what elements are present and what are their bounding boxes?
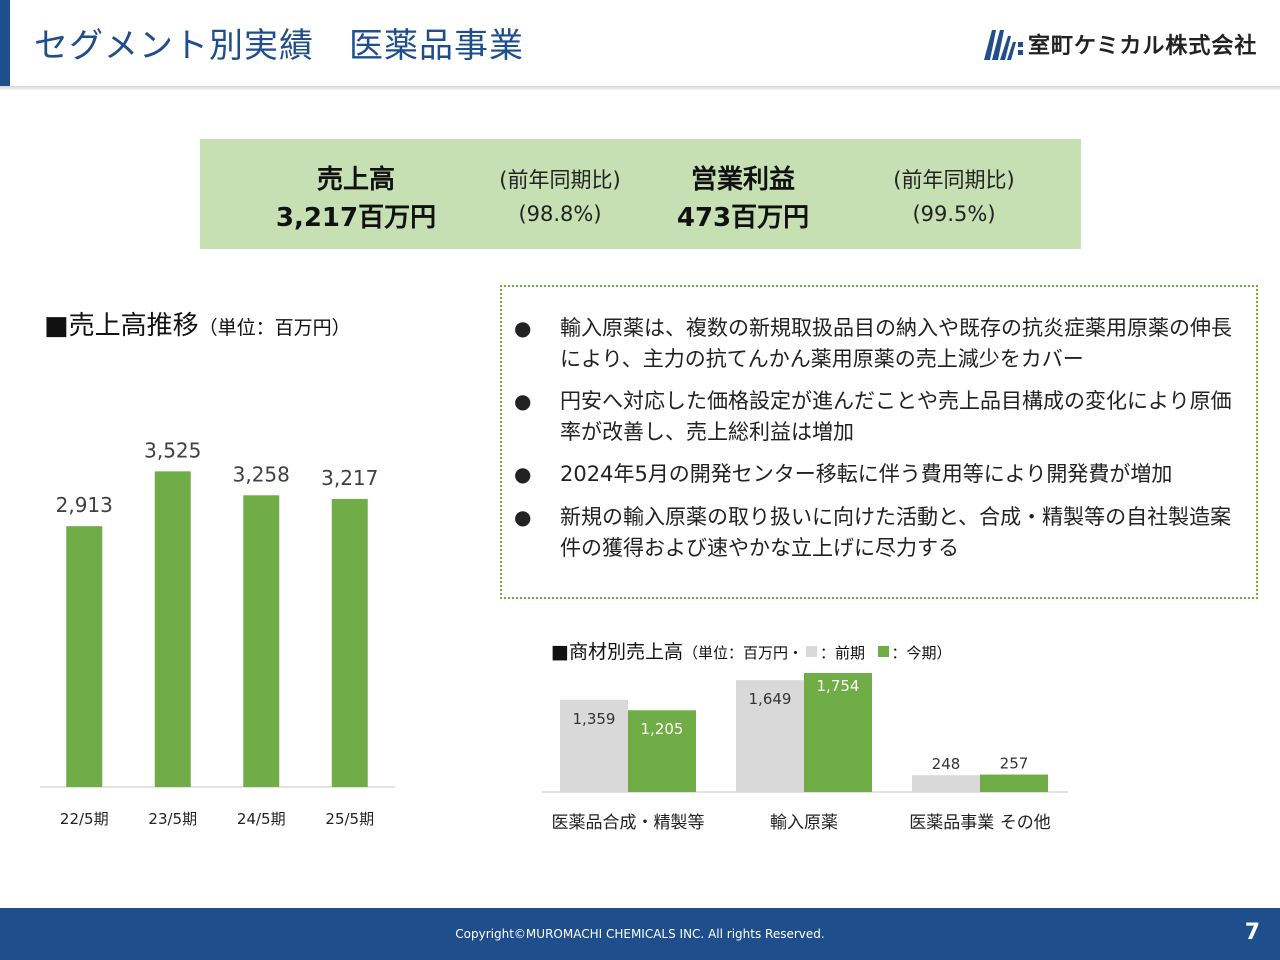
- product-chart-title: ■商材別売上高（単位：百万円・ ：前期 ：今期）: [551, 637, 952, 664]
- sales-value: 3,217百万円: [275, 203, 437, 233]
- bullet-dot-icon: ●: [514, 505, 532, 529]
- product-category-label: 医薬品事業 その他: [909, 813, 1050, 833]
- legend-curr-label: ：今期）: [891, 644, 952, 662]
- header-accent-bar: [0, 0, 10, 86]
- revenue-category-label: 23/5期: [148, 810, 197, 828]
- revenue-data-label: 3,258: [233, 462, 290, 486]
- product-bar-prev: [560, 699, 628, 792]
- product-bar-chart: 1,359 1,205 医薬品合成・精製等 1,649 1,754 輸入原薬 248 257 医…: [542, 673, 1068, 833]
- bullet-dot-icon: ●: [514, 462, 532, 486]
- revenue-data-label: 3,217: [321, 466, 378, 490]
- revenue-bar: [243, 495, 280, 787]
- revenue-chart-title: ■売上高推移（単位：百万円）: [44, 305, 351, 342]
- product-chart-title-text: ■商材別売上高: [551, 641, 683, 663]
- profit-yoy-label: (前年同期比): [893, 168, 1015, 192]
- revenue-category-label: 24/5期: [237, 810, 286, 828]
- product-bar-curr: [628, 710, 696, 792]
- profit-yoy-value: (99.5%): [912, 202, 996, 226]
- revenue-bar: [66, 526, 103, 787]
- revenue-category-label: 22/5期: [60, 810, 109, 828]
- page-title: セグメント別実績 医薬品事業: [34, 26, 524, 66]
- summary-box: 売上高 3,217百万円 (前年同期比) (98.8%) 営業利益 473百万円…: [200, 139, 1081, 249]
- product-label-curr: 257: [1000, 755, 1029, 773]
- bullet-text: 円安へ対応した価格設定が進んだことや売上品目構成の変化により原価率が改善し、売上…: [560, 389, 1232, 444]
- product-label-prev: 1,649: [749, 690, 792, 708]
- product-bar-curr: [804, 673, 872, 792]
- bullet-text: 2024年5月の開発センター移転に伴う費用等により開発費が増加: [560, 462, 1173, 486]
- product-category-label: 輸入原薬: [770, 813, 838, 833]
- revenue-category-label: 25/5期: [325, 810, 374, 828]
- product-bar-prev: [736, 680, 804, 792]
- company-logo-icon: [984, 30, 1023, 60]
- bullet-item: ● 円安へ対応した価格設定が進んだことや売上品目構成の変化により原価率が改善し、…: [510, 386, 1250, 448]
- page-number: 7: [1244, 920, 1260, 945]
- profit-label: 営業利益: [690, 165, 795, 195]
- revenue-bar: [154, 471, 191, 787]
- revenue-data-label: 2,913: [56, 493, 113, 517]
- bullet-item: ● 輸入原薬は、複数の新規取扱品目の納入や既存の抗炎症薬用原薬の伸長により、主力…: [510, 313, 1250, 375]
- profit-value: 473百万円: [676, 203, 810, 233]
- product-label-prev: 1,359: [573, 710, 616, 728]
- legend-curr-swatch: [877, 646, 889, 657]
- product-bar-prev: [912, 775, 980, 792]
- sales-yoy-value: (98.8%): [518, 202, 602, 226]
- revenue-bar: [331, 498, 368, 787]
- footer-bar: Copyright©MUROMACHI CHEMICALS INC. All r…: [0, 908, 1280, 960]
- bullet-text: 新規の輸入原薬の取り扱いに向けた活動と、合成・精製等の自社製造案件の獲得および速…: [560, 505, 1232, 560]
- product-label-curr: 1,205: [641, 720, 684, 738]
- revenue-bar-chart: 2,913 22/5期 3,525 23/5期 3,258 24/5期 3,217 25/5期: [40, 438, 395, 828]
- highlights-box: ● 輸入原薬は、複数の新規取扱品目の納入や既存の抗炎症薬用原薬の伸長により、主力…: [500, 285, 1258, 599]
- legend-prev-swatch: [805, 646, 817, 657]
- revenue-chart-title-text: ■売上高推移: [44, 311, 199, 341]
- company-logo: 室町ケミカル株式会社: [982, 26, 1257, 62]
- copyright-text: Copyright©MUROMACHI CHEMICALS INC. All r…: [455, 927, 825, 941]
- company-name: 室町ケミカル株式会社: [1028, 34, 1258, 59]
- product-label-curr: 1,754: [817, 677, 860, 695]
- revenue-chart-unit: （単位：百万円）: [198, 317, 351, 339]
- product-label-prev: 248: [932, 755, 961, 773]
- bullet-item: ● 2024年5月の開発センター移転に伴う費用等により開発費が増加: [510, 459, 1250, 490]
- sales-label: 売上高: [316, 165, 395, 195]
- product-bar-curr: [980, 774, 1048, 792]
- sales-yoy-label: (前年同期比): [499, 168, 621, 192]
- bullet-item: ● 新規の輸入原薬の取り扱いに向けた活動と、合成・精製等の自社製造案件の獲得およ…: [510, 502, 1250, 564]
- header-divider: [0, 86, 1280, 90]
- bullet-text: 輸入原薬は、複数の新規取扱品目の納入や既存の抗炎症薬用原薬の伸長により、主力の抗…: [560, 316, 1232, 371]
- legend-prev-label: ：前期: [819, 644, 865, 662]
- bullet-dot-icon: ●: [514, 389, 532, 413]
- product-category-label: 医薬品合成・精製等: [552, 813, 705, 833]
- bullet-dot-icon: ●: [514, 316, 532, 340]
- revenue-data-label: 3,525: [144, 438, 201, 462]
- product-chart-unit: （単位：百万円・: [682, 644, 803, 662]
